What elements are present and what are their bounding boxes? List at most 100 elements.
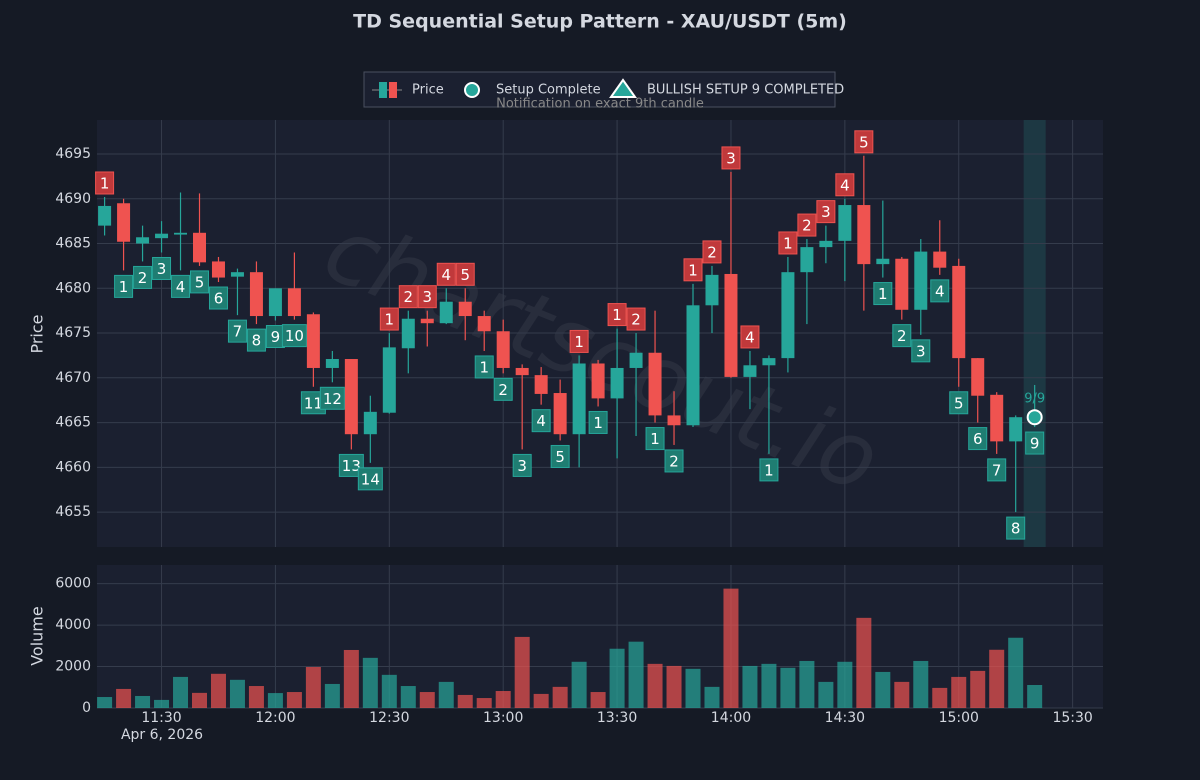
volume-bar [856, 617, 872, 708]
td-label: 2 [802, 217, 812, 235]
candle-body [895, 258, 909, 310]
volume-bar [438, 681, 454, 708]
td-label: 4 [840, 176, 850, 194]
td-label-box [854, 130, 874, 154]
td-label-box [208, 286, 228, 310]
td-label-box [246, 328, 266, 352]
volume-bar [666, 665, 682, 708]
td-label: 10 [285, 327, 304, 345]
td-label-box [702, 240, 722, 264]
td-label: 3 [517, 457, 527, 475]
td-label-box [171, 274, 191, 298]
candle-body [933, 251, 947, 268]
setup-complete-label: 9/9 [1024, 392, 1045, 407]
td-label-box [152, 256, 172, 280]
y2-axis-label: Volume [28, 606, 47, 666]
volume-bar [495, 691, 511, 708]
candle-body [401, 318, 415, 349]
y-tick-label: 4660 [55, 459, 91, 475]
td-label: 2 [631, 311, 641, 329]
td-label: 7 [992, 461, 1002, 479]
volume-bar [116, 688, 132, 708]
candle-body [268, 288, 282, 317]
candle-body [1009, 417, 1023, 442]
td-label-box [987, 458, 1007, 482]
td-label-box [95, 171, 115, 195]
td-label: 1 [385, 311, 395, 329]
candle-body [325, 359, 339, 368]
candle-body [439, 301, 453, 324]
chart-title: TD Sequential Setup Pattern - XAU/USDT (… [353, 11, 847, 33]
td-label: 2 [897, 327, 907, 345]
td-label-box [114, 274, 134, 298]
volume-bar [552, 686, 568, 708]
candle-body [857, 205, 871, 265]
legend-box [363, 71, 836, 108]
volume-bar [1027, 684, 1043, 708]
candle-body [458, 301, 472, 317]
td-label: 4 [745, 328, 755, 346]
volume-bar [571, 661, 587, 708]
volume-bar [1008, 637, 1024, 708]
candle-body [382, 347, 396, 413]
y2-tick-label: 0 [82, 700, 91, 716]
candle-body [553, 393, 567, 435]
volume-bar [913, 660, 929, 708]
volume-bar [400, 686, 416, 708]
volume-bar [457, 694, 473, 708]
td-label-box [911, 339, 931, 363]
td-label: 3 [422, 288, 432, 306]
td-label: 5 [859, 133, 869, 151]
volume-bar [932, 687, 948, 708]
y-tick-label: 4675 [55, 325, 91, 341]
candle-body [98, 205, 112, 226]
volume-bar [951, 676, 967, 708]
x-tick-label: 12:00 [255, 710, 295, 726]
y-tick-label: 4680 [55, 280, 91, 296]
volume-bar [267, 693, 283, 708]
y-tick-label: 4665 [55, 415, 91, 431]
td-label-box [474, 355, 494, 379]
candle-body [876, 258, 890, 265]
y-axis-label: Price [28, 314, 47, 353]
candle-body [743, 365, 757, 377]
td-label-box [338, 453, 364, 477]
td-label-box [379, 307, 399, 331]
td-label: 9 [271, 328, 281, 346]
y2-tick-label: 4000 [55, 617, 91, 633]
candle-body [800, 247, 814, 273]
volume-bar [799, 660, 815, 708]
td-label: 14 [361, 470, 380, 488]
volume-bar [590, 692, 606, 708]
td-label: 4 [441, 266, 451, 284]
candle-body [249, 272, 263, 317]
candle-body [952, 265, 966, 359]
volume-bar [628, 641, 644, 708]
td-label-box [398, 285, 418, 309]
td-label-box [626, 307, 646, 331]
td-label: 6 [973, 430, 983, 448]
volume-bar [229, 679, 245, 708]
candle-body [914, 251, 928, 310]
td-label-box [493, 377, 513, 401]
volume-bar [286, 692, 302, 708]
x-tick-label: 11:30 [141, 710, 181, 726]
volume-bar [704, 686, 720, 708]
volume-bar [343, 649, 359, 708]
y2-tick-label: 2000 [55, 659, 91, 675]
x-tick-label: 15:00 [939, 710, 979, 726]
candle-body [117, 203, 131, 242]
td-label-box [1006, 516, 1026, 540]
volume-bar [305, 666, 321, 708]
td-label-box [417, 285, 437, 309]
td-label-box [319, 386, 345, 410]
candle-body [420, 318, 434, 324]
candle-body [477, 316, 491, 332]
legend: Price Setup Complete BULLISH SETUP 9 COM… [363, 71, 844, 112]
td-label-box [797, 213, 817, 237]
td-label-box [357, 467, 383, 491]
td-label: 11 [304, 394, 323, 412]
td-label: 1 [119, 278, 129, 296]
candle-body [155, 233, 169, 239]
